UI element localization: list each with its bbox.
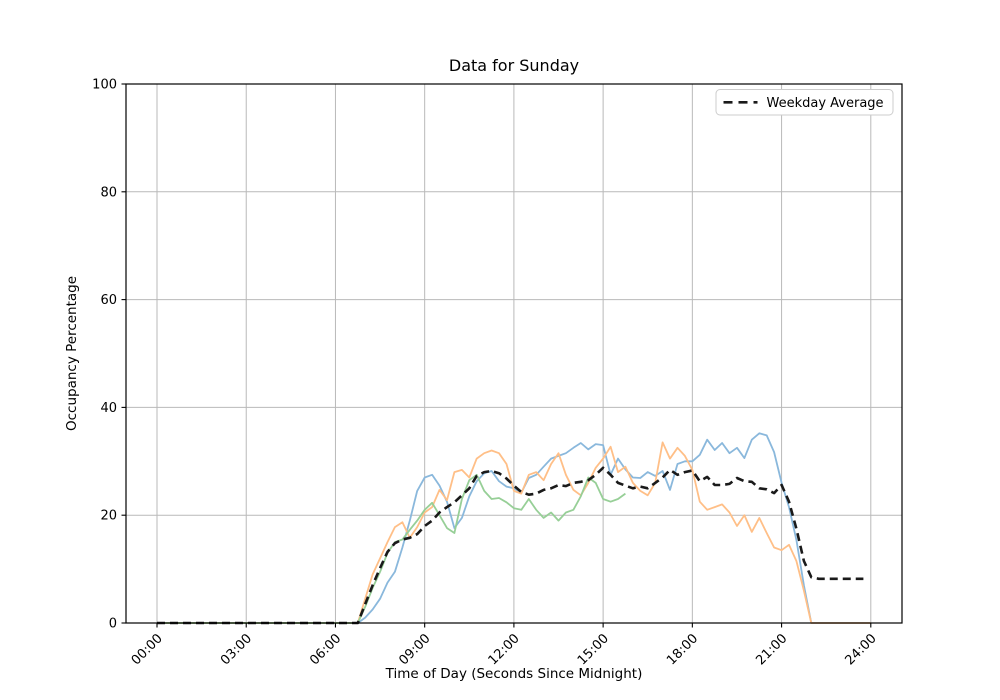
x-tick-label: 03:00: [218, 631, 255, 668]
tick-layer: 00:00 03:00 06:00 09:00 12:00 15:00 18:00 21:00…: [92, 78, 879, 669]
x-tick-label: 12:00: [486, 631, 523, 668]
y-tick-label: 20: [100, 509, 117, 524]
chart-title: Data for Sunday: [449, 56, 579, 75]
y-tick-label: 40: [100, 401, 117, 416]
weekday-average-line: [157, 466, 864, 625]
y-tick-label: 100: [92, 78, 117, 93]
legend-entry-weekday-average: Weekday Average: [767, 96, 884, 111]
legend-box: [715, 89, 894, 116]
x-tick-label: 21:00: [753, 631, 790, 668]
y-axis-label: Occupancy Percentage: [64, 276, 80, 431]
y-tick-label: 0: [109, 617, 117, 632]
occupancy-series-line-2: [157, 473, 626, 624]
grid-layer: [126, 84, 902, 623]
x-tick-label: 15:00: [575, 631, 612, 668]
x-tick-label: 18:00: [664, 631, 701, 668]
y-tick-label: 80: [100, 185, 117, 200]
legend: Weekday Average: [715, 89, 894, 116]
x-tick-label: 06:00: [307, 631, 344, 668]
x-tick-label: 00:00: [129, 631, 166, 668]
x-axis-label: Time of Day (Seconds Since Midnight): [385, 666, 643, 682]
y-tick-label: 60: [100, 293, 117, 308]
x-tick-label: 24:00: [843, 631, 880, 668]
x-tick-label: 09:00: [396, 631, 433, 668]
